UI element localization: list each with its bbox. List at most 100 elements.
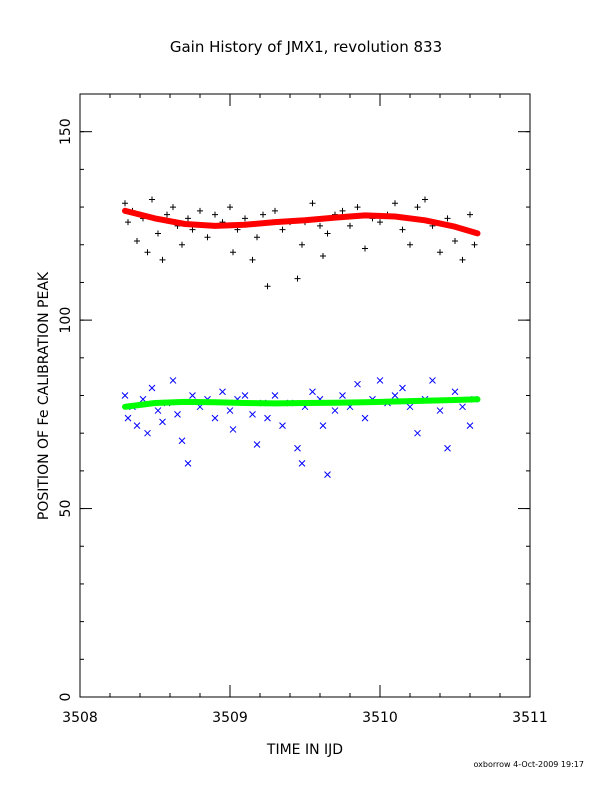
data-point <box>134 237 140 244</box>
x-axis-label: TIME IN IJD <box>266 742 343 758</box>
data-point <box>320 253 326 260</box>
trend-line <box>122 207 481 237</box>
data-point <box>184 459 192 467</box>
series-1 <box>121 377 478 478</box>
y-tick-label: 50 <box>58 500 74 518</box>
data-point <box>324 471 331 478</box>
y-tick-labels: 0 50 100 150 <box>58 118 74 701</box>
data-point <box>174 410 181 418</box>
data-point <box>260 211 266 218</box>
data-point <box>361 414 369 422</box>
data-point <box>254 234 260 241</box>
y-tick-label: 100 <box>58 307 74 334</box>
data-point <box>144 249 151 256</box>
data-point <box>354 380 361 388</box>
data-point <box>294 444 301 452</box>
data-point <box>347 222 353 229</box>
data-point <box>279 422 286 430</box>
data-point <box>164 211 170 218</box>
x-tick-label: 3511 <box>512 710 548 726</box>
data-point <box>124 414 132 422</box>
data-point <box>249 256 256 263</box>
data-point <box>377 219 383 226</box>
data-point <box>229 426 237 433</box>
trend-line <box>122 396 481 410</box>
data-point <box>133 422 141 430</box>
data-point <box>125 219 131 226</box>
data-point <box>189 392 196 399</box>
x-tick-label: 3510 <box>362 710 398 726</box>
data-point <box>249 410 256 418</box>
series-0 <box>122 196 478 290</box>
data-point <box>159 256 166 263</box>
y-axis-label: POSITION OF Fe CALIBRATION PEAK <box>36 271 52 520</box>
series-3 <box>122 396 481 410</box>
data-point <box>189 226 196 233</box>
data-point <box>159 418 166 426</box>
data-point <box>437 249 443 256</box>
data-point <box>253 441 261 448</box>
x-tick-labels: 3508 3509 3510 3511 <box>62 710 548 726</box>
data-point <box>309 200 316 207</box>
data-point <box>148 384 156 392</box>
data-point <box>324 230 331 237</box>
y-tick-label: 0 <box>58 693 74 702</box>
data-point <box>279 226 286 233</box>
data-point <box>414 204 421 211</box>
data-point <box>459 256 466 263</box>
data-point <box>226 407 234 414</box>
data-point <box>466 422 474 430</box>
data-point <box>399 384 406 392</box>
chart-title: Gain History of JMX1, revolution 833 <box>170 38 442 56</box>
data-point <box>294 275 301 282</box>
data-point <box>309 388 316 396</box>
data-point <box>264 283 271 290</box>
data-point <box>414 429 421 437</box>
x-tick-label: 3508 <box>62 710 98 726</box>
data-point <box>212 211 218 218</box>
data-point <box>436 407 444 414</box>
data-point <box>242 215 248 222</box>
data-point <box>121 392 129 399</box>
data-point <box>179 241 185 248</box>
series-2 <box>122 207 481 237</box>
data-point <box>144 429 151 437</box>
data-point <box>392 200 398 207</box>
plot-frame <box>79 93 531 698</box>
data-point <box>407 241 413 248</box>
data-point <box>271 392 279 399</box>
data-point <box>317 222 323 229</box>
axis-ticks <box>79 93 531 698</box>
data-point <box>154 407 162 414</box>
data-point <box>467 211 473 218</box>
data-point <box>227 204 233 211</box>
data-point <box>422 196 428 203</box>
data-point <box>444 444 451 452</box>
data-point <box>230 249 236 256</box>
data-point <box>451 388 459 396</box>
data-point <box>339 392 346 399</box>
data-point <box>444 215 451 222</box>
data-point <box>219 388 226 396</box>
data-point <box>211 414 219 422</box>
data-point <box>272 207 278 214</box>
data-point <box>204 234 211 241</box>
data-point <box>354 204 361 211</box>
data-point <box>391 392 399 399</box>
data-point <box>169 377 177 384</box>
series-layer <box>121 196 481 478</box>
data-point <box>362 245 368 252</box>
data-point <box>149 196 155 203</box>
data-point <box>406 403 414 411</box>
data-point <box>429 377 436 384</box>
data-point <box>155 230 161 237</box>
data-point <box>299 241 305 248</box>
data-point <box>264 414 271 422</box>
data-point <box>178 437 186 445</box>
data-point <box>122 200 128 207</box>
data-point <box>339 207 346 214</box>
data-point <box>471 241 478 248</box>
data-point <box>298 459 306 467</box>
x-tick-label: 3509 <box>212 710 248 726</box>
